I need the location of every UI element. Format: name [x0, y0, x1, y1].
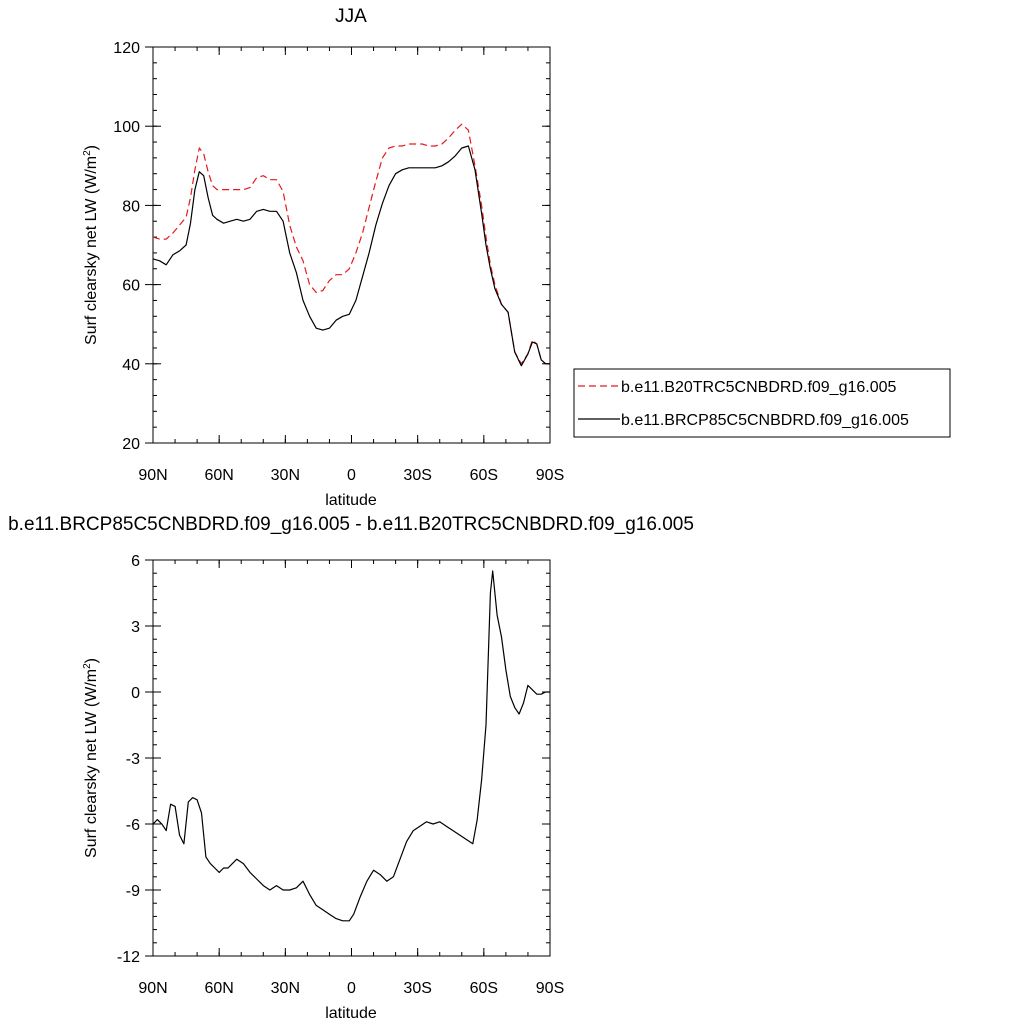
diff-x-tick-label: 90S	[536, 980, 564, 997]
diff-line-chart: 90N 60N 30N 0 30S 60S 90S -12 -9 -6 -3 0 3 6	[117, 553, 564, 997]
diff-y-tick-label: -6	[126, 817, 140, 834]
diff-y-tick-label: -12	[117, 949, 140, 966]
top-chart-title: JJA	[335, 6, 367, 27]
top-x-tick-label: 90N	[138, 467, 167, 484]
legend-label-series-2: b.e11.BRCP85C5CNBDRD.f09_g16.005	[621, 412, 909, 429]
diff-x-axis-label: latitude	[325, 1005, 377, 1022]
top-x-tick-label: 0	[347, 467, 356, 484]
diff-plot-frame	[152, 559, 551, 957]
diff-x-tick-label: 30S	[403, 980, 431, 997]
diff-y-tick-label: 6	[131, 553, 140, 570]
top-series-line-1	[152, 123, 550, 365]
legend-label-series-1: b.e11.B20TRC5CNBDRD.f09_g16.005	[621, 379, 897, 396]
top-series-line-2	[152, 145, 550, 367]
diff-x-tick-label: 60S	[470, 980, 498, 997]
top-x-axis-label: latitude	[325, 492, 377, 509]
diff-series-line-1	[152, 570, 550, 922]
top-plot-frame	[152, 46, 551, 444]
top-y-axis-label: Surf clearsky net LW (W/m2)	[82, 145, 100, 345]
top-y-tick-label: 80	[122, 198, 140, 215]
legend-box	[573, 368, 951, 438]
diff-y-tick-label: 0	[131, 685, 140, 702]
diff-y-tick-label: -9	[126, 883, 140, 900]
top-x-tick-label: 30S	[403, 467, 431, 484]
diff-x-tick-label: 90N	[138, 980, 167, 997]
diff-chart-title: b.e11.BRCP85C5CNBDRD.f09_g16.005 - b.e11…	[8, 514, 694, 535]
top-line-chart: 90N 60N 30N 0 30S 60S 90S 20 40 60 80 100 120	[113, 40, 564, 484]
top-x-tick-label: 90S	[536, 467, 564, 484]
diff-y-tick-label: -3	[126, 751, 140, 768]
top-y-tick-label: 60	[122, 278, 140, 295]
diff-y-axis-label: Surf clearsky net LW (W/m2)	[82, 658, 100, 858]
legend: b.e11.B20TRC5CNBDRD.f09_g16.005 b.e11.BR…	[573, 368, 951, 438]
top-y-tick-label: 100	[113, 119, 140, 136]
diff-x-tick-label: 30N	[271, 980, 300, 997]
top-y-tick-label: 120	[113, 40, 140, 57]
top-x-tick-label: 60N	[204, 467, 233, 484]
top-x-tick-label: 60S	[470, 467, 498, 484]
top-x-tick-label: 30N	[271, 467, 300, 484]
top-y-tick-label: 40	[122, 357, 140, 374]
diff-y-tick-label: 3	[131, 619, 140, 636]
diff-x-tick-label: 60N	[204, 980, 233, 997]
diff-x-tick-label: 0	[347, 980, 356, 997]
top-y-tick-label: 20	[122, 436, 140, 453]
